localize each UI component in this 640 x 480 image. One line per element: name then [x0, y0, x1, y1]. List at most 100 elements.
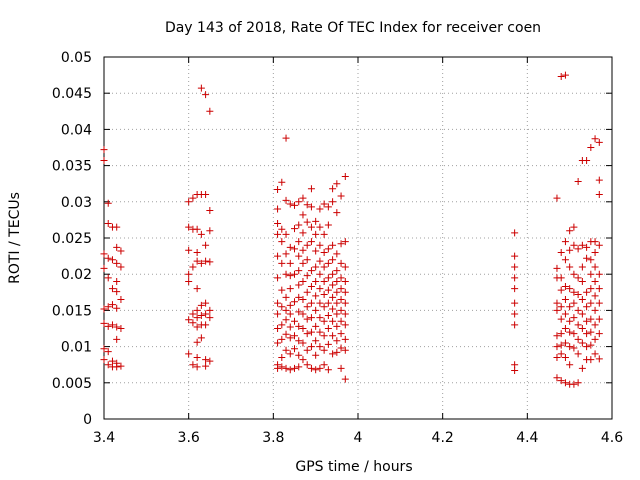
- data-point: [561, 325, 569, 332]
- data-point: [333, 299, 341, 307]
- data-point: [282, 250, 290, 258]
- data-point: [278, 259, 286, 267]
- y-tick-label: 0: [83, 412, 92, 428]
- data-point: [591, 292, 599, 300]
- data-point: [295, 337, 303, 345]
- data-point: [324, 286, 332, 294]
- data-point: [299, 296, 307, 304]
- data-point: [341, 263, 349, 271]
- data-point: [320, 346, 328, 354]
- data-point: [278, 363, 286, 371]
- data-point: [291, 245, 298, 253]
- data-point: [511, 366, 519, 374]
- data-point: [295, 198, 303, 206]
- data-point: [557, 377, 565, 385]
- data-point: [185, 277, 193, 285]
- data-point: [274, 339, 282, 347]
- data-point: [566, 227, 574, 235]
- data-point: [324, 340, 332, 348]
- data-point: [324, 325, 332, 332]
- data-point: [291, 364, 298, 372]
- data-point: [583, 343, 591, 351]
- data-point: [312, 217, 320, 225]
- y-tick-label: 0.025: [52, 231, 92, 247]
- data-point: [341, 310, 349, 318]
- data-point: [333, 288, 341, 296]
- data-point: [320, 361, 328, 369]
- x-tick-label: 4: [354, 430, 363, 446]
- data-point: [100, 305, 108, 313]
- data-point: [117, 296, 125, 304]
- data-point: [337, 306, 345, 314]
- data-point: [557, 73, 565, 81]
- data-point: [303, 330, 311, 338]
- data-point: [337, 259, 345, 267]
- data-point: [100, 345, 108, 353]
- data-point: [100, 319, 108, 327]
- data-point: [193, 285, 201, 293]
- data-point: [557, 341, 565, 349]
- data-point: [286, 366, 294, 374]
- data-point: [291, 201, 298, 209]
- data-point: [324, 245, 332, 253]
- data-point: [307, 185, 315, 193]
- data-point: [193, 225, 201, 233]
- data-point: [574, 379, 582, 387]
- x-tick-label: 4.6: [601, 430, 623, 446]
- data-point: [274, 252, 282, 260]
- data-point: [282, 306, 290, 314]
- data-point: [312, 306, 320, 314]
- data-point: [202, 310, 210, 318]
- data-point: [587, 144, 595, 151]
- data-point: [591, 277, 599, 285]
- data-point: [291, 298, 298, 306]
- data-point: [337, 296, 345, 304]
- data-point: [286, 200, 294, 208]
- data-point: [312, 366, 320, 374]
- data-point: [583, 317, 591, 325]
- data-point: [511, 274, 519, 282]
- data-point: [511, 285, 519, 293]
- data-point: [333, 348, 341, 356]
- data-point: [193, 323, 201, 331]
- data-point: [337, 274, 345, 282]
- data-point: [578, 296, 586, 304]
- data-point: [303, 201, 311, 209]
- data-point: [578, 310, 586, 318]
- data-point: [316, 223, 324, 231]
- data-point: [591, 263, 599, 271]
- data-point: [307, 203, 315, 211]
- data-point: [312, 247, 320, 255]
- data-point: [320, 332, 328, 340]
- data-point: [303, 315, 311, 323]
- data-point: [570, 380, 578, 388]
- data-point: [303, 241, 311, 249]
- data-point: [557, 330, 565, 338]
- data-point: [553, 353, 561, 361]
- data-point: [278, 321, 286, 329]
- data-point: [193, 306, 201, 314]
- data-point: [561, 353, 569, 361]
- data-point: [553, 194, 561, 202]
- data-point: [561, 310, 569, 318]
- data-point: [570, 299, 578, 307]
- data-point: [574, 306, 582, 314]
- data-point: [202, 356, 210, 364]
- data-point: [299, 246, 307, 254]
- data-point: [557, 286, 565, 294]
- data-point: [104, 199, 112, 207]
- data-point: [117, 247, 125, 255]
- data-point: [511, 252, 519, 260]
- data-point: [337, 344, 345, 352]
- data-point: [595, 315, 603, 323]
- data-point: [583, 254, 591, 262]
- data-point: [286, 243, 294, 251]
- data-point: [185, 223, 193, 231]
- data-point: [303, 272, 311, 280]
- data-point: [197, 259, 205, 267]
- data-point: [574, 350, 582, 358]
- data-point: [286, 350, 294, 358]
- data-point: [566, 361, 574, 369]
- data-point: [574, 178, 582, 186]
